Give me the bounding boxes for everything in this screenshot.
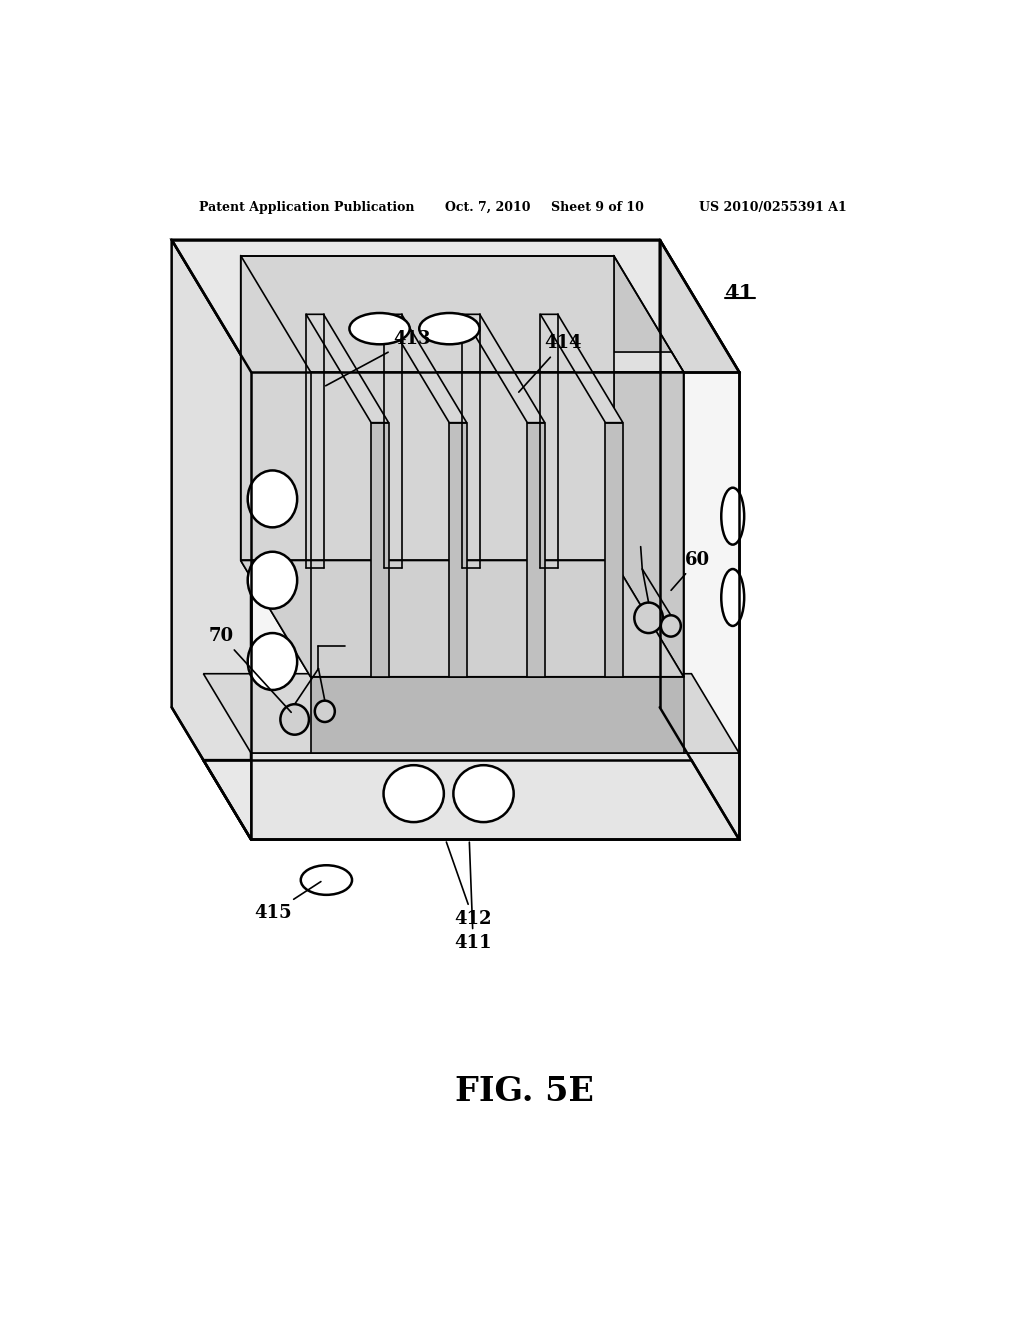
Ellipse shape — [384, 766, 443, 822]
Polygon shape — [241, 256, 613, 561]
Text: Sheet 9 of 10: Sheet 9 of 10 — [551, 201, 644, 214]
Polygon shape — [310, 677, 684, 752]
Ellipse shape — [248, 470, 297, 528]
Ellipse shape — [660, 615, 681, 636]
Text: 411: 411 — [455, 842, 492, 952]
Polygon shape — [613, 256, 684, 677]
Polygon shape — [384, 314, 467, 422]
Ellipse shape — [248, 552, 297, 609]
Polygon shape — [541, 314, 623, 422]
Text: 413: 413 — [326, 330, 431, 385]
Text: Patent Application Publication: Patent Application Publication — [200, 201, 415, 214]
Text: 60: 60 — [671, 550, 711, 590]
Ellipse shape — [248, 634, 297, 690]
Polygon shape — [241, 256, 310, 677]
Text: 414: 414 — [519, 334, 582, 392]
Polygon shape — [204, 673, 739, 752]
Polygon shape — [251, 372, 739, 840]
Ellipse shape — [281, 704, 309, 735]
Polygon shape — [299, 352, 684, 372]
Ellipse shape — [721, 569, 744, 626]
Text: FIG. 5E: FIG. 5E — [456, 1074, 594, 1107]
Ellipse shape — [301, 865, 352, 895]
Text: 70: 70 — [209, 627, 291, 713]
Polygon shape — [204, 760, 739, 840]
Ellipse shape — [349, 313, 410, 345]
Polygon shape — [462, 314, 545, 422]
Polygon shape — [172, 240, 739, 372]
Text: 412: 412 — [446, 842, 492, 928]
Polygon shape — [450, 422, 467, 677]
Ellipse shape — [314, 701, 335, 722]
Polygon shape — [251, 752, 739, 840]
Ellipse shape — [634, 602, 663, 634]
Polygon shape — [605, 422, 623, 677]
Text: 415: 415 — [254, 882, 321, 921]
Polygon shape — [659, 240, 739, 840]
Ellipse shape — [454, 766, 514, 822]
Text: US 2010/0255391 A1: US 2010/0255391 A1 — [699, 201, 847, 214]
Ellipse shape — [419, 313, 479, 345]
Text: Oct. 7, 2010: Oct. 7, 2010 — [445, 201, 530, 214]
Polygon shape — [306, 314, 389, 422]
Polygon shape — [371, 422, 389, 677]
Polygon shape — [527, 422, 545, 677]
Text: 41: 41 — [724, 284, 754, 304]
Polygon shape — [172, 240, 251, 840]
Polygon shape — [241, 561, 684, 677]
Ellipse shape — [721, 487, 744, 545]
